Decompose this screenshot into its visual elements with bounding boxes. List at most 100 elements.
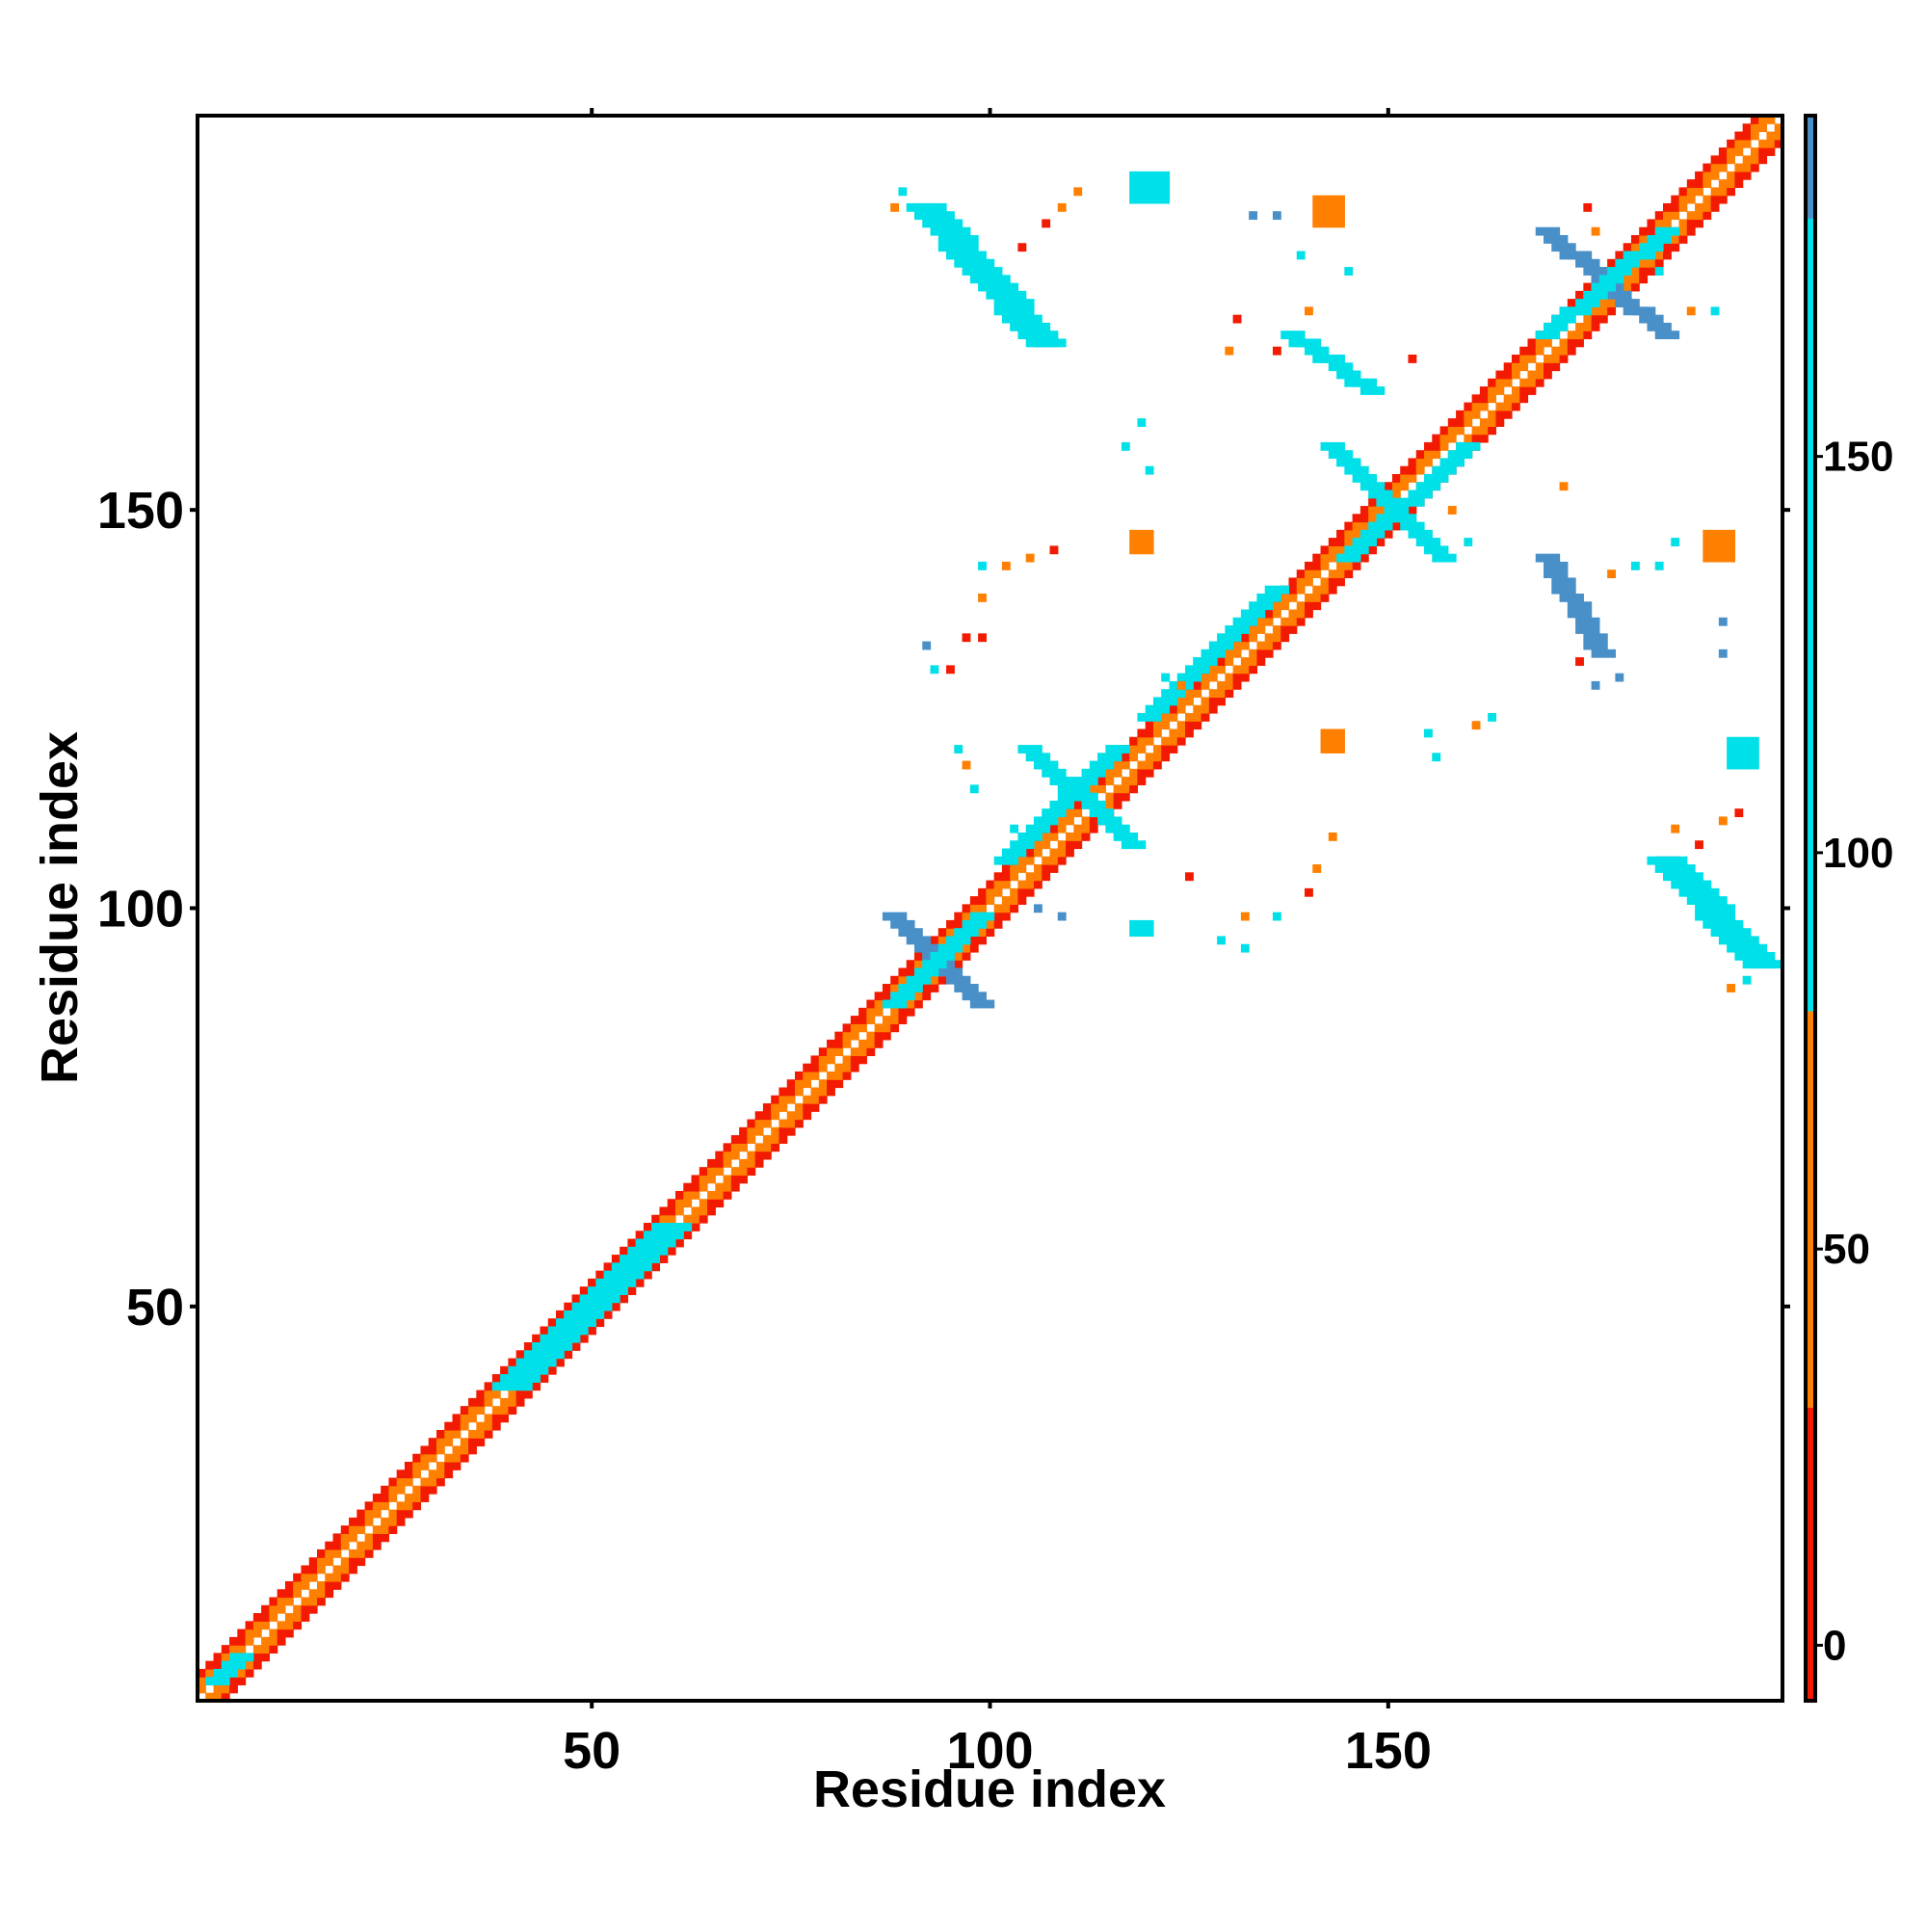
contact-cell xyxy=(1607,648,1617,658)
diagonal-cell xyxy=(500,1414,509,1423)
contact-cell xyxy=(1145,187,1154,197)
diagonal-cell xyxy=(1447,426,1457,436)
diagonal-cell xyxy=(1312,601,1322,611)
contact-cell xyxy=(1328,219,1337,228)
diagonal-cell xyxy=(1001,912,1011,921)
contact-cell xyxy=(1359,386,1369,395)
diagonal-cell xyxy=(937,928,947,938)
diagonal-cell xyxy=(1272,601,1281,611)
diagonal-cell xyxy=(803,1095,812,1104)
diagonal-cell xyxy=(1121,760,1130,770)
contact-cell xyxy=(1010,840,1019,850)
contact-cell xyxy=(1567,593,1576,602)
diagonal-cell xyxy=(388,1494,398,1502)
contact-cell xyxy=(986,290,995,300)
diagonal-cell xyxy=(747,1158,756,1168)
diagonal-cell xyxy=(954,951,964,961)
contact-cell xyxy=(1718,648,1728,658)
contact-cell xyxy=(1718,617,1728,626)
diagonal-cell xyxy=(229,1677,238,1686)
contact-cell xyxy=(1710,919,1720,929)
contact-cell xyxy=(913,202,923,212)
contact-cell xyxy=(1734,928,1744,938)
diagonal-cell xyxy=(1678,187,1688,197)
diagonal-cell xyxy=(1758,123,1768,133)
diagonal-cell xyxy=(1583,314,1593,324)
contact-cell xyxy=(1312,211,1322,221)
diagonal-cell xyxy=(786,1087,796,1097)
diagonal-cell xyxy=(404,1501,413,1511)
contact-cell xyxy=(1663,234,1672,244)
diagonal-cell xyxy=(1201,680,1210,690)
contact-cell xyxy=(1225,625,1234,634)
contact-cell xyxy=(1400,521,1410,531)
contact-cell xyxy=(1113,745,1122,754)
diagonal-cell xyxy=(396,1485,406,1495)
contact-cell xyxy=(659,1246,669,1256)
diagonal-cell xyxy=(1193,712,1202,722)
contact-cell xyxy=(1734,951,1744,961)
contact-cell xyxy=(962,760,971,770)
contact-cell xyxy=(1368,473,1378,483)
diagonal-cell xyxy=(332,1581,342,1590)
contact-cell xyxy=(523,1374,533,1383)
diagonal-cell xyxy=(715,1182,725,1192)
contact-cell xyxy=(1145,545,1154,555)
diagonal-cell xyxy=(1495,410,1505,419)
diagonal-cell xyxy=(1001,864,1011,873)
contact-cell xyxy=(1328,362,1337,372)
contact-cell xyxy=(1017,306,1027,316)
contact-cell xyxy=(1113,816,1122,826)
diagonal-cell xyxy=(730,1151,740,1160)
contact-cell xyxy=(1145,712,1154,722)
contact-cell xyxy=(221,1677,230,1686)
contact-cell xyxy=(946,943,955,953)
contact-cell xyxy=(1129,538,1139,546)
contact-cell xyxy=(1272,593,1281,602)
diagonal-cell xyxy=(1017,880,1027,889)
contact-cell xyxy=(962,919,971,929)
diagonal-cell xyxy=(1439,434,1449,443)
diagonal-cell xyxy=(1567,331,1576,340)
contact-cell xyxy=(1272,346,1281,356)
contact-cell xyxy=(674,1223,684,1231)
diagonal-cell xyxy=(810,1087,820,1097)
contact-cell xyxy=(627,1255,637,1263)
diagonal-cell xyxy=(1495,386,1505,395)
contact-cell xyxy=(898,912,908,921)
contact-cell xyxy=(1654,226,1664,236)
diagonal-cell xyxy=(1152,753,1162,762)
contact-cell xyxy=(1464,441,1473,451)
diagonal-cell xyxy=(1176,728,1186,738)
diagonal-cell xyxy=(332,1541,342,1550)
contact-cell xyxy=(978,251,987,260)
diagonal-cell xyxy=(364,1548,374,1558)
contact-cell xyxy=(532,1365,541,1375)
diagonal-cell xyxy=(986,928,995,938)
contact-cell xyxy=(1217,648,1226,658)
contact-cell xyxy=(1305,306,1313,316)
diagonal-cell xyxy=(667,1214,676,1224)
diagonal-cell xyxy=(913,960,923,969)
contact-cell xyxy=(1424,545,1433,555)
contact-cell xyxy=(1376,490,1386,499)
contact-cell xyxy=(1654,856,1664,865)
contact-cell xyxy=(1559,585,1569,595)
contact-cell xyxy=(890,912,900,921)
diagonal-cell xyxy=(1066,840,1074,850)
diagonal-cell xyxy=(993,880,1003,889)
diagonal-cell xyxy=(1320,553,1330,563)
diagonal-cell xyxy=(213,1653,223,1662)
diagonal-cell xyxy=(635,1278,645,1287)
contact-cell xyxy=(579,1310,589,1319)
diagonal-cell xyxy=(1551,362,1561,372)
contact-cell xyxy=(1710,904,1720,913)
contact-cell xyxy=(1368,521,1378,531)
contact-cell xyxy=(515,1374,525,1383)
diagonal-cell xyxy=(922,992,932,1001)
contact-cell xyxy=(1066,784,1074,794)
contact-cell xyxy=(1671,824,1680,834)
diagonal-cell xyxy=(1734,139,1744,148)
diagonal-cell xyxy=(293,1621,303,1630)
diagonal-cell xyxy=(906,960,915,969)
